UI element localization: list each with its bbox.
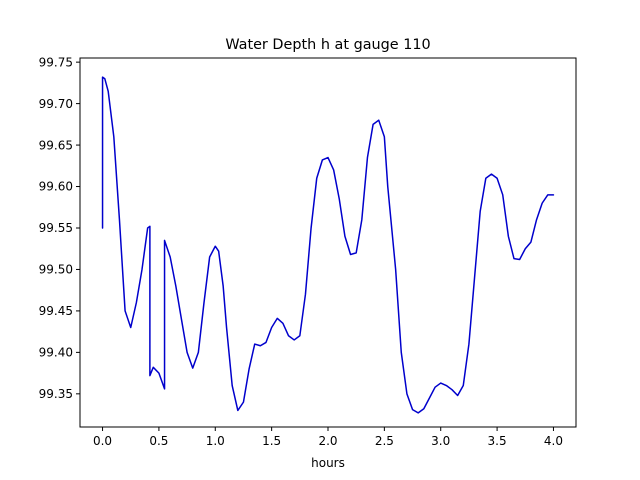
plot-frame <box>79 57 577 428</box>
x-tick-label: 0.0 <box>93 434 112 448</box>
x-tick-label: 4.0 <box>544 434 563 448</box>
y-tick-label: 99.75 <box>39 55 73 69</box>
plot-area <box>101 76 555 414</box>
x-tick-label: 0.5 <box>149 434 168 448</box>
y-axis: 99.35 99.40 99.45 99.50 99.55 99.60 99.65 99.70… <box>39 55 80 401</box>
x-tick-label: 2.5 <box>375 434 394 448</box>
y-tick-label: 99.50 <box>39 263 73 277</box>
series-line-0 <box>101 76 555 414</box>
x-tick-label: 1.0 <box>206 434 225 448</box>
y-tick-label: 99.60 <box>39 180 73 194</box>
y-tick-label: 99.55 <box>39 221 73 235</box>
x-tick-label: 2.0 <box>318 434 337 448</box>
y-tick-label: 99.70 <box>39 97 73 111</box>
chart-title: Water Depth h at gauge 110 <box>225 37 430 53</box>
x-tick-label: 3.5 <box>488 434 507 448</box>
y-tick-label: 99.40 <box>39 346 73 360</box>
x-axis-label: hours <box>311 456 345 470</box>
y-tick-label: 99.35 <box>39 387 73 401</box>
x-tick-label: 3.0 <box>431 434 450 448</box>
y-tick-label: 99.65 <box>39 138 73 152</box>
y-tick-label: 99.45 <box>39 304 73 318</box>
x-tick-label: 1.5 <box>262 434 281 448</box>
x-axis: 0.0 0.5 1.0 1.5 2.0 2.5 3.0 3.5 4.0 <box>93 427 563 448</box>
